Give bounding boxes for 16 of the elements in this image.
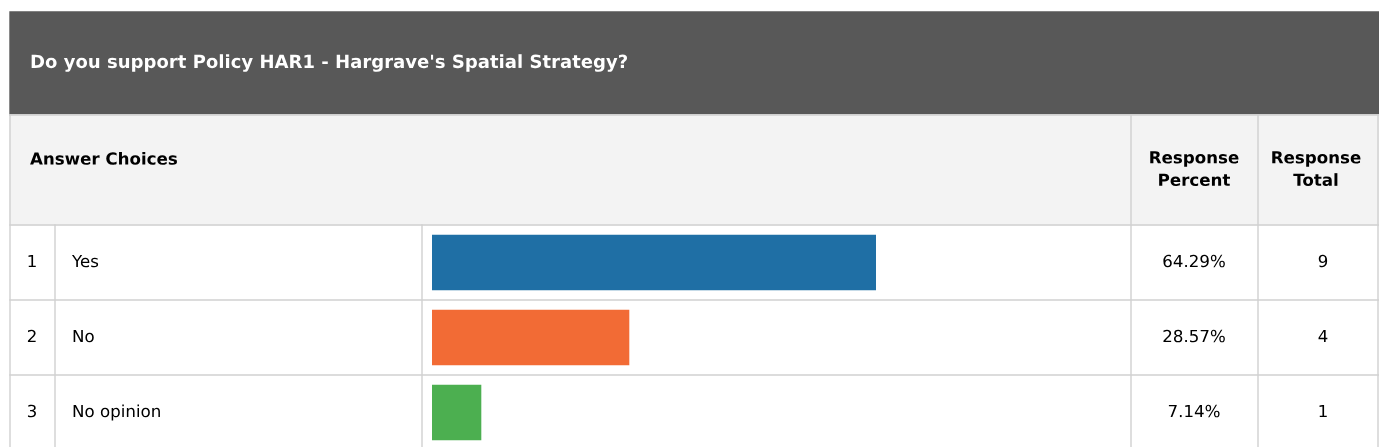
- text: 2: [27, 329, 36, 343]
- x-axis-title: Answer Choices: [30, 151, 177, 165]
- y-tick-label: No opinion: [73, 404, 160, 421]
- chart-title: Do you support Policy HAR1 - Hargrave's Spatial Strategy?: [31, 54, 628, 72]
- text: 9: [1318, 254, 1328, 268]
- text: Response Percent: [1150, 151, 1239, 187]
- text: 1: [1319, 404, 1327, 418]
- data-label: 7.14%: [1168, 404, 1220, 418]
- text: Response Total: [1272, 151, 1361, 187]
- y-tick-label: Yes: [71, 254, 99, 268]
- data-label: 28.57%: [1163, 329, 1225, 343]
- data-label: 64.29%: [1163, 254, 1225, 268]
- text: 4: [1318, 329, 1328, 343]
- text: 1: [28, 254, 36, 268]
- y-tick-label: No: [73, 329, 94, 343]
- text: 3: [27, 404, 36, 418]
